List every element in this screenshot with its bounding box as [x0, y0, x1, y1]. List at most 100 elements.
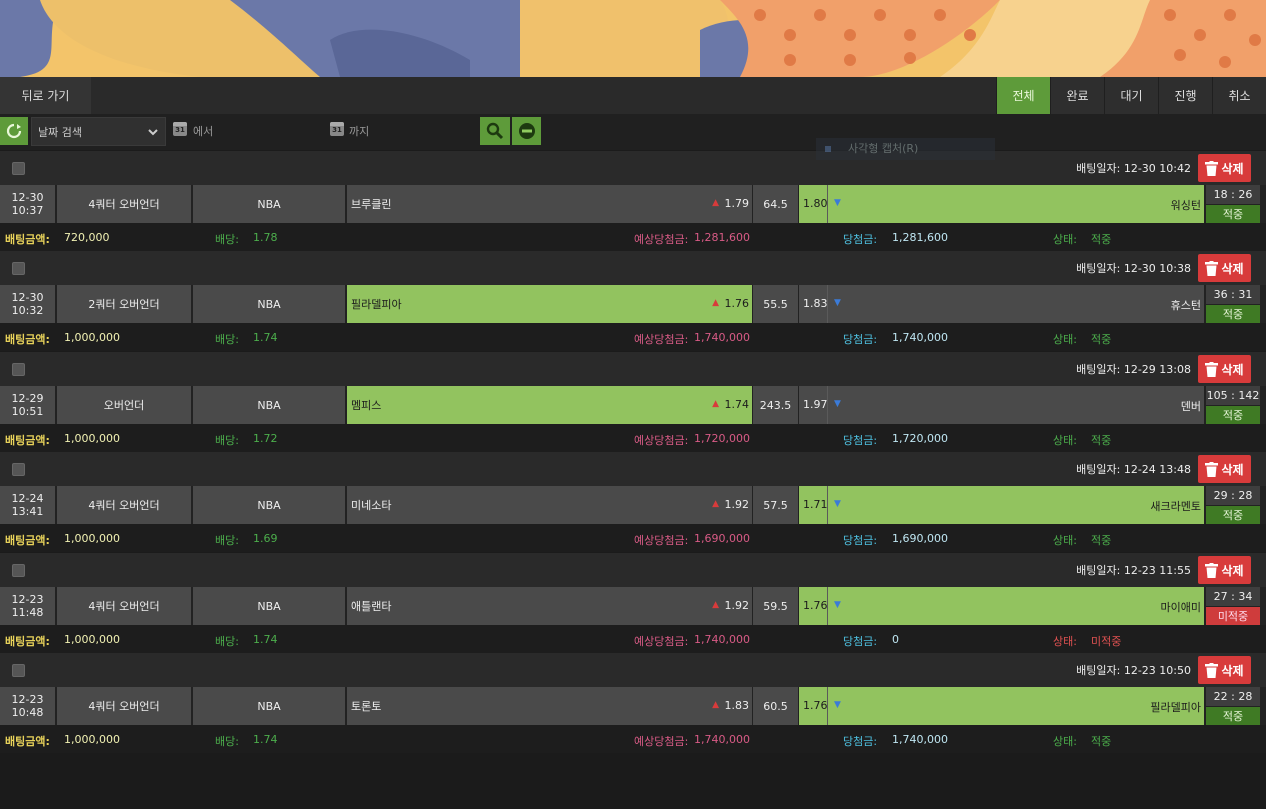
odds-label: 배당:	[215, 434, 239, 447]
delete-label: 삭제	[1221, 462, 1244, 477]
game-time: 12-23 11:48	[0, 587, 55, 625]
date-search-select[interactable]: 날짜 검색	[31, 117, 166, 146]
game-date: 12-30	[11, 291, 44, 304]
status-value: 적중	[1091, 333, 1112, 346]
bet-checkbox[interactable]	[12, 262, 25, 275]
game-clock: 10:48	[11, 706, 44, 719]
bet-date: 배팅일자: 12-29 13:08	[1076, 363, 1191, 376]
game-time: 12-23 10:48	[0, 687, 55, 725]
bet-type: 4쿼터 오버언더	[57, 185, 191, 223]
game-date: 12-24	[11, 492, 44, 505]
search-icon	[486, 122, 504, 140]
delete-button[interactable]: 삭제	[1198, 355, 1251, 383]
home-team: 토론토	[351, 700, 382, 713]
tab-all[interactable]: 전체	[996, 77, 1050, 114]
status-value: 적중	[1091, 233, 1112, 246]
bet-item: 배팅일자: 12-30 10:38 삭제 12-30 10:32 2쿼터 오버언더 NBA…	[0, 251, 1266, 351]
odds-label: 배당:	[215, 233, 239, 246]
total-odds: 1.69	[253, 532, 278, 545]
back-button[interactable]: 뒤로 가기	[0, 77, 91, 114]
bet-item: 배팅일자: 12-24 13:48 삭제 12-24 13:41 4쿼터 오버언더 NBA…	[0, 452, 1266, 552]
winnings-label: 당첨금:	[843, 534, 878, 547]
final-score: 36 : 31	[1206, 285, 1260, 304]
calendar-icon[interactable]: 31	[173, 122, 187, 136]
bet-date: 배팅일자: 12-30 10:42	[1076, 162, 1191, 175]
search-button[interactable]	[480, 117, 510, 145]
trash-icon	[1205, 160, 1219, 176]
expected-label: 예상당첨금:	[634, 233, 689, 246]
bet-date: 배팅일자: 12-23 10:50	[1076, 664, 1191, 677]
bet-amount-label: 배팅금액:	[5, 233, 50, 246]
game-clock: 10:32	[11, 304, 44, 317]
bet-date: 배팅일자: 12-24 13:48	[1076, 463, 1191, 476]
expected-winnings: 1,690,000	[694, 532, 750, 545]
delete-button[interactable]: 삭제	[1198, 656, 1251, 684]
bet-header: 배팅일자: 12-23 10:50 삭제	[0, 653, 1266, 687]
league: NBA	[193, 386, 345, 424]
bet-item: 배팅일자: 12-23 11:55 삭제 12-23 11:48 4쿼터 오버언더 NBA…	[0, 553, 1266, 653]
bet-header: 배팅일자: 12-23 11:55 삭제	[0, 553, 1266, 587]
tab-cancelled[interactable]: 취소	[1212, 77, 1266, 114]
handicap-line: 243.5	[753, 386, 798, 424]
status-label: 상태:	[1053, 333, 1077, 346]
delete-label: 삭제	[1221, 161, 1244, 176]
to-date-input[interactable]: 까지	[349, 125, 370, 138]
result-badge: 적중	[1206, 205, 1260, 223]
tab-waiting[interactable]: 대기	[1104, 77, 1158, 114]
bet-type: 오버언더	[57, 386, 191, 424]
bet-checkbox[interactable]	[12, 162, 25, 175]
away-team: 새크라멘토	[1150, 500, 1201, 513]
capture-overlay: 사각형 캡처(R)	[816, 138, 995, 160]
bet-amount-label: 배팅금액:	[5, 333, 50, 346]
game-clock: 10:51	[11, 405, 44, 418]
from-date-input[interactable]: 에서	[193, 125, 214, 138]
home-team: 브루클린	[351, 198, 392, 211]
cell-divider	[827, 185, 828, 223]
away-team: 휴스턴	[1170, 299, 1201, 312]
game-time: 12-29 10:51	[0, 386, 55, 424]
bet-checkbox[interactable]	[12, 664, 25, 677]
delete-button[interactable]: 삭제	[1198, 154, 1251, 182]
bet-date: 배팅일자: 12-23 11:55	[1076, 564, 1191, 577]
refresh-button[interactable]	[0, 117, 28, 145]
away-team-cell: 1.76 ▼ 필라델피아	[799, 687, 1204, 725]
result-badge: 적중	[1206, 707, 1260, 725]
home-team: 필라델피아	[351, 298, 402, 311]
league: NBA	[193, 587, 345, 625]
odds-label: 배당:	[215, 635, 239, 648]
game-time: 12-24 13:41	[0, 486, 55, 524]
tab-in-progress[interactable]: 진행	[1158, 77, 1212, 114]
bet-checkbox[interactable]	[12, 564, 25, 577]
final-score: 105 : 142	[1206, 386, 1260, 405]
bet-type: 2쿼터 오버언더	[57, 285, 191, 323]
bet-summary: 배팅금액: 1,000,000 배당: 1.74 예상당첨금: 1,740,000 당첨금:…	[0, 625, 1266, 653]
delete-button[interactable]: 삭제	[1198, 556, 1251, 584]
clear-filter-button[interactable]	[512, 117, 541, 145]
cell-divider	[827, 486, 828, 524]
total-odds: 1.74	[253, 331, 278, 344]
delete-button[interactable]: 삭제	[1198, 254, 1251, 282]
minus-circle-icon	[518, 123, 535, 139]
calendar-icon[interactable]: 31	[330, 122, 344, 136]
capture-square-icon	[825, 146, 831, 152]
bet-item: 배팅일자: 12-30 10:42 삭제 12-30 10:37 4쿼터 오버언더 NBA…	[0, 151, 1266, 251]
bet-checkbox[interactable]	[12, 463, 25, 476]
home-odds: 1.83	[724, 699, 750, 712]
delete-button[interactable]: 삭제	[1198, 455, 1251, 483]
final-score: 29 : 28	[1206, 486, 1260, 505]
expected-winnings: 1,740,000	[694, 331, 750, 344]
odds-label: 배당:	[215, 735, 239, 748]
status-label: 상태:	[1053, 434, 1077, 447]
home-odds: 1.76	[724, 297, 750, 310]
winnings: 1,720,000	[892, 432, 948, 445]
total-odds: 1.74	[253, 733, 278, 746]
winnings: 1,740,000	[892, 331, 948, 344]
status-label: 상태:	[1053, 233, 1077, 246]
tab-completed[interactable]: 완료	[1050, 77, 1104, 114]
winnings: 1,690,000	[892, 532, 948, 545]
bet-checkbox[interactable]	[12, 363, 25, 376]
bet-amount: 720,000	[64, 231, 110, 244]
away-team-cell: 1.80 ▼ 워싱턴	[799, 185, 1204, 223]
banner-illustration	[0, 0, 1266, 77]
bet-summary: 배팅금액: 1,000,000 배당: 1.74 예상당첨금: 1,740,000 당첨금:…	[0, 725, 1266, 753]
